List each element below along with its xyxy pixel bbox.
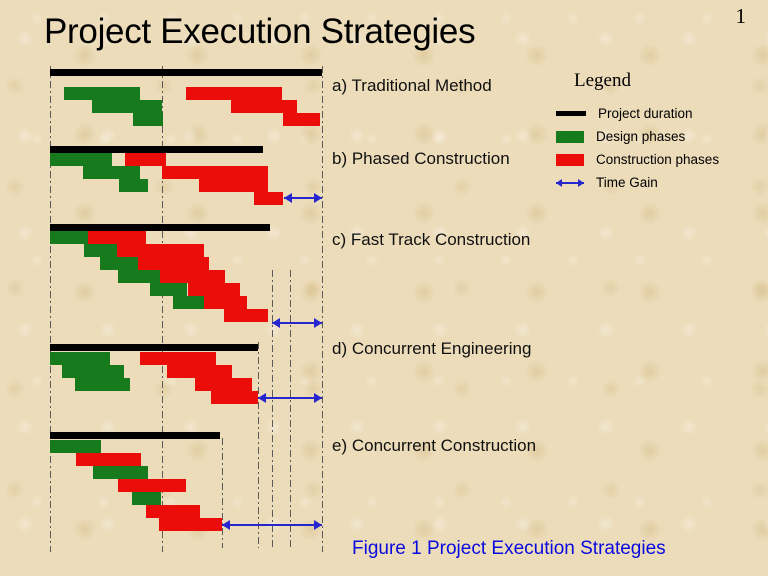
legend-item-label: Construction phases — [596, 152, 720, 167]
project-duration-bar — [50, 69, 322, 76]
construction-phase-bar — [186, 87, 282, 100]
legend-title: Legend — [574, 70, 631, 91]
page-number: 1 — [735, 4, 747, 28]
strategy-label-e: e) Concurrent Construction — [332, 436, 537, 455]
design-swatch-icon — [556, 130, 584, 143]
legend-item-arrow: Time Gain — [556, 171, 719, 194]
arrow-swatch-icon — [556, 178, 584, 187]
timeline-reference-line — [162, 66, 163, 552]
design-phase-bar — [150, 283, 187, 296]
design-phase-bar — [50, 440, 101, 453]
legend-item-design: Design phases — [556, 125, 719, 148]
timeline-reference-line — [258, 342, 259, 548]
legend-item-construction: Construction phases — [556, 148, 719, 171]
construction-swatch-icon — [556, 153, 584, 166]
page-title: Project Execution Strategies — [44, 12, 476, 51]
design-phase-bar — [118, 270, 163, 283]
construction-phase-bar — [125, 153, 166, 166]
legend-item-label: Project duration — [598, 106, 693, 121]
construction-phase-bar — [76, 453, 141, 466]
construction-phase-bar — [224, 309, 268, 322]
construction-phase-bar — [204, 296, 247, 309]
time-gain-arrow — [222, 520, 322, 530]
design-phase-bar — [173, 296, 211, 309]
construction-phase-bar — [117, 244, 204, 257]
design-phase-bar — [50, 352, 110, 365]
legend-item-label: Time Gain — [596, 175, 658, 190]
construction-phase-bar — [188, 283, 240, 296]
timeline-reference-line — [50, 66, 51, 552]
strategy-label-a: a) Traditional Method — [332, 76, 492, 95]
legend-item-duration: Project duration — [556, 102, 719, 125]
time-gain-arrow — [284, 193, 322, 203]
design-phase-bar — [50, 231, 90, 244]
timeline-reference-line — [290, 270, 291, 548]
design-phase-bar — [133, 113, 163, 126]
construction-phase-bar — [254, 192, 283, 205]
design-phase-bar — [92, 100, 162, 113]
design-phase-bar — [84, 244, 122, 257]
project-duration-bar — [50, 432, 220, 439]
project-duration-bar — [50, 344, 258, 351]
construction-phase-bar — [231, 100, 297, 113]
design-phase-bar — [62, 365, 124, 378]
duration-swatch-icon — [556, 111, 586, 116]
construction-phase-bar — [146, 505, 200, 518]
design-phase-bar — [50, 153, 112, 166]
construction-phase-bar — [140, 352, 216, 365]
design-phase-bar — [132, 492, 161, 505]
figure-caption: Figure 1 Project Execution Strategies — [352, 538, 666, 559]
strategy-label-c: c) Fast Track Construction — [332, 230, 531, 249]
construction-phase-bar — [211, 391, 258, 404]
construction-phase-bar — [88, 231, 146, 244]
design-phase-bar — [93, 466, 148, 479]
timeline-reference-line — [272, 270, 273, 548]
strategy-label-b: b) Phased Construction — [332, 149, 510, 168]
design-phase-bar — [64, 87, 140, 100]
construction-phase-bar — [159, 518, 222, 531]
strategy-label-d: d) Concurrent Engineering — [332, 339, 532, 358]
time-gain-arrow — [258, 393, 322, 403]
construction-phase-bar — [118, 479, 186, 492]
project-duration-bar — [50, 224, 270, 231]
construction-phase-bar — [162, 166, 268, 179]
timeline-reference-line — [222, 438, 223, 548]
legend-items: Project duration Design phases Constructio… — [556, 102, 719, 194]
design-phase-bar — [83, 166, 140, 179]
time-gain-arrow — [272, 318, 322, 328]
construction-phase-bar — [167, 365, 232, 378]
construction-phase-bar — [195, 378, 252, 391]
construction-phase-bar — [199, 179, 268, 192]
legend-item-label: Design phases — [596, 129, 686, 144]
design-phase-bar — [119, 179, 148, 192]
legend: Legend Project duration Design phases Cons… — [556, 70, 719, 194]
design-phase-bar — [100, 257, 140, 270]
project-duration-bar — [50, 146, 263, 153]
construction-phase-bar — [160, 270, 225, 283]
design-phase-bar — [75, 378, 130, 391]
timeline-reference-line — [322, 66, 323, 552]
construction-phase-bar — [138, 257, 209, 270]
construction-phase-bar — [283, 113, 320, 126]
